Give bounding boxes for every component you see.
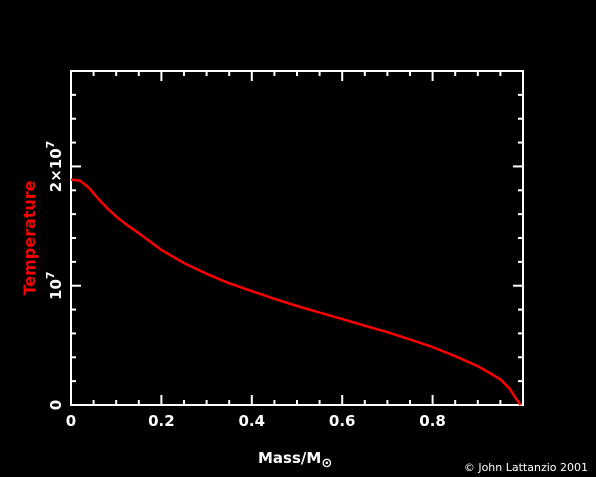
x-tick-label: 0 — [66, 412, 76, 430]
y-tick-label: 0 — [47, 400, 65, 410]
solar-symbol: ⊙ — [321, 456, 332, 471]
y-tick-base: 0 — [47, 400, 65, 410]
x-tick-label: 0.4 — [239, 412, 266, 430]
y-tick-base: 2×10 — [47, 148, 65, 192]
x-tick-label: 0.6 — [329, 412, 356, 430]
y-tick-exponent: 7 — [44, 271, 57, 279]
y-axis-title: Temperature — [20, 180, 39, 295]
x-axis-title-text: Mass/M — [258, 449, 321, 467]
x-tick-label: 0.2 — [148, 412, 175, 430]
x-tick-label: 0.8 — [419, 412, 446, 430]
x-tick-labels: 0 0.2 0.4 0.6 0.8 — [66, 412, 446, 430]
x-axis-title: Mass/M⊙ — [258, 449, 332, 471]
copyright-credit: © John Lattanzio 2001 — [464, 461, 588, 474]
y-tick-base: 10 — [47, 279, 65, 300]
y-tick-label: 2×107 — [44, 141, 65, 193]
y-tick-label: 107 — [44, 271, 65, 300]
temperature-curve — [70, 178, 522, 406]
plot-frame — [70, 70, 524, 406]
y-tick-exponent: 7 — [44, 141, 57, 149]
